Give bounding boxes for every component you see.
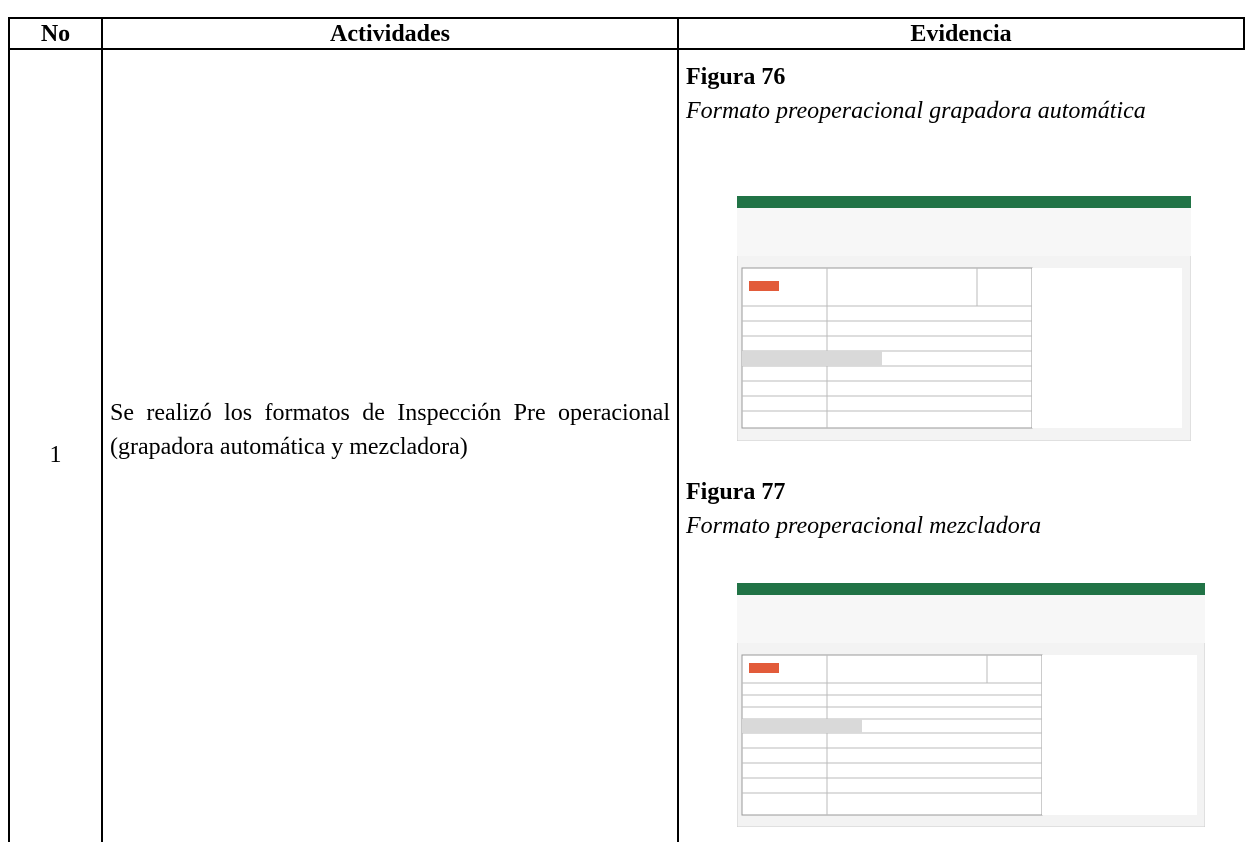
border xyxy=(677,17,679,842)
spreadsheet-screenshot xyxy=(737,196,1191,441)
header-cell: Actividades xyxy=(330,21,450,47)
border xyxy=(101,17,103,842)
spreadsheet-screenshot xyxy=(737,583,1205,827)
border xyxy=(1243,17,1245,49)
row-number: 1 xyxy=(49,442,62,468)
figure-caption: Formato preoperacional mezcladora xyxy=(686,513,1042,539)
figure-label: Figura 76 xyxy=(686,64,786,90)
header-cell: Evidencia xyxy=(910,21,1012,47)
border xyxy=(8,17,10,842)
header-cell: No xyxy=(40,21,71,47)
figure-caption: Formato preoperacional grapadora automát… xyxy=(686,98,1146,124)
activity-text: Se realizó los formatos de Inspección Pr… xyxy=(110,400,670,460)
figure-label: Figura 77 xyxy=(686,479,786,505)
border xyxy=(8,48,1245,50)
border xyxy=(8,17,1245,19)
